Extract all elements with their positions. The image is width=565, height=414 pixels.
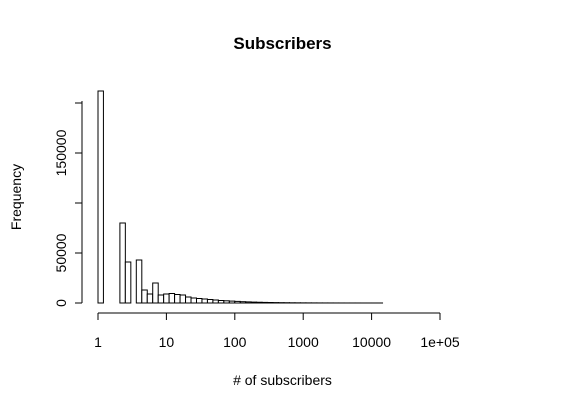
histogram-bar: [212, 299, 219, 304]
y-axis-label: Frequency: [8, 164, 24, 230]
histogram-bar: [223, 300, 230, 304]
histogram-bar: [217, 300, 225, 304]
histogram-bar: [190, 297, 197, 304]
x-axis-label: # of subscribers: [233, 372, 332, 388]
x-tick-label: 1e+05: [420, 334, 460, 350]
histogram-bar: [239, 301, 247, 304]
histogram-bar: [245, 301, 252, 304]
histogram-bar: [206, 299, 214, 304]
x-tick-label: 10: [159, 334, 175, 350]
histogram-bar: [250, 301, 258, 304]
x-tick-label: 1000: [288, 334, 319, 350]
y-axis: 0 50000 150000: [53, 101, 83, 307]
x-tick-label: 100: [223, 334, 247, 350]
histogram-bar: [124, 261, 132, 304]
chart-title: Subscribers: [233, 34, 331, 53]
histogram-bar: [157, 294, 165, 304]
y-tick-label: 150000: [53, 129, 69, 176]
histogram-bar: [185, 296, 192, 304]
histogram-bar: [168, 293, 176, 304]
histogram-bar: [152, 282, 159, 304]
histogram-bar: [267, 302, 274, 304]
y-tick-label: 50000: [53, 233, 69, 272]
histogram-bar: [256, 301, 263, 304]
histogram-bar: [261, 301, 269, 304]
histogram-bar: [201, 298, 208, 304]
histogram-bar: [135, 259, 143, 304]
histogram-bar: [119, 222, 126, 304]
x-tick-label: 1: [94, 334, 102, 350]
histogram-bar: [141, 289, 148, 304]
x-tick-label: 10000: [352, 334, 391, 350]
histogram-bar: [179, 294, 187, 304]
histogram-bar: [228, 300, 236, 304]
y-tick-label: 0: [53, 299, 69, 307]
x-axis: 1 10 100 1000 10000 1e+05: [94, 312, 460, 350]
histogram-bar: [97, 90, 104, 304]
histogram-bar: [174, 294, 181, 304]
histogram-bar: [234, 300, 241, 304]
histogram-bars: [97, 90, 384, 304]
histogram-bar: [195, 298, 203, 304]
histogram-bar: [146, 293, 154, 304]
histogram-bar: [163, 293, 170, 304]
